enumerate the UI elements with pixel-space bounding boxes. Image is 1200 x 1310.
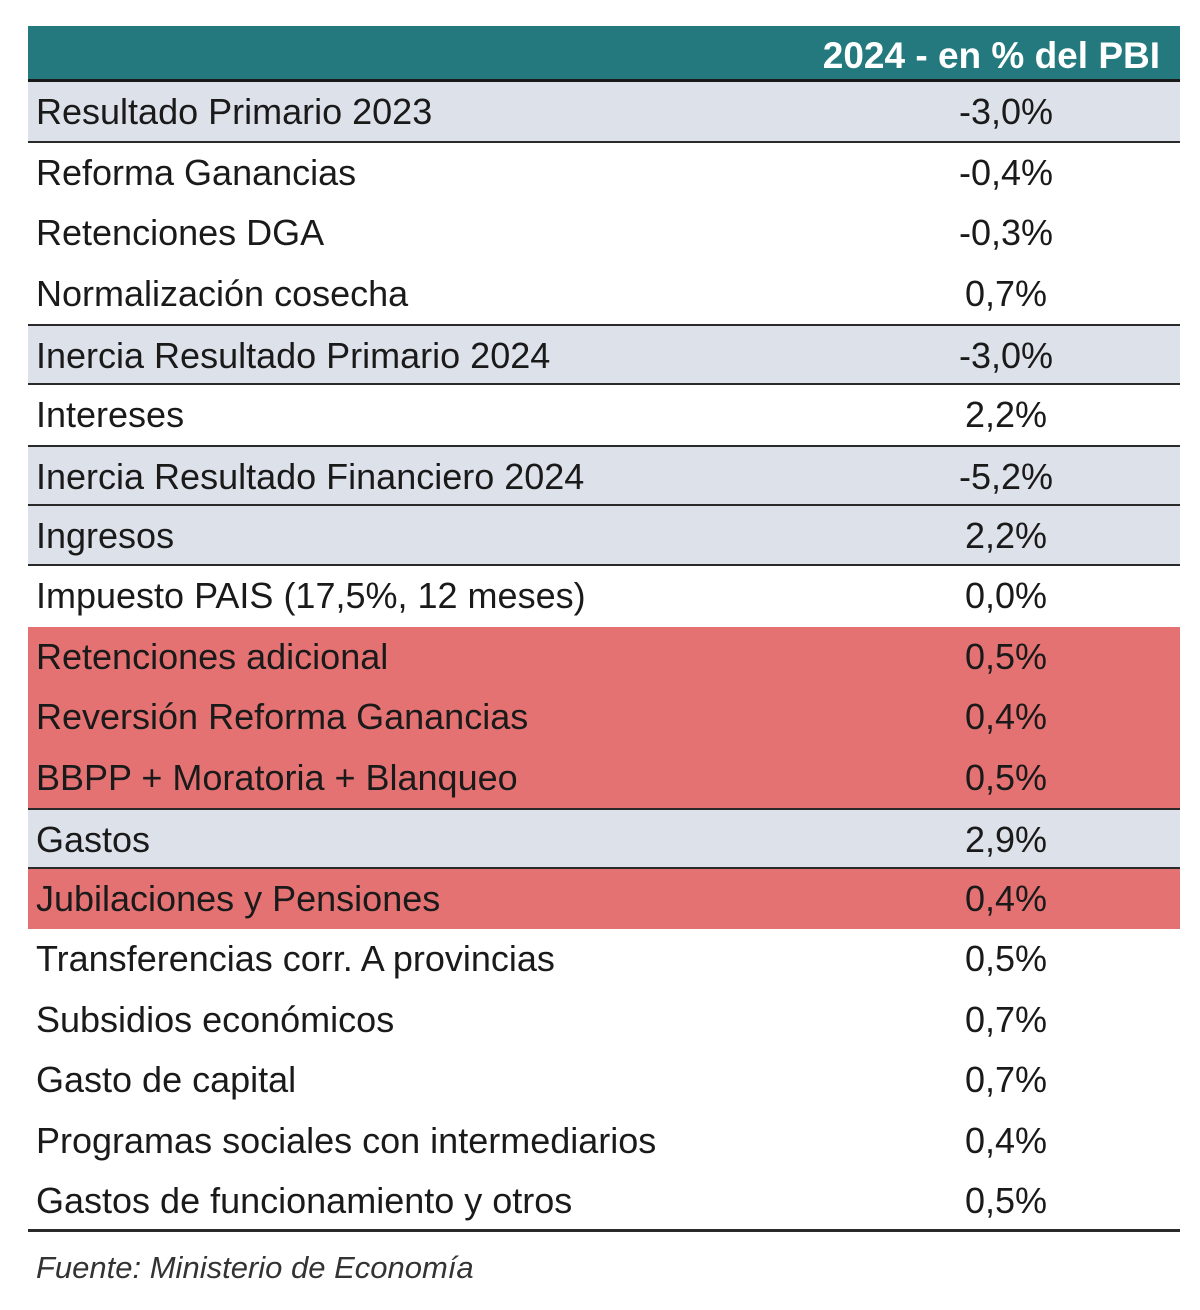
row-label: Subsidios económicos [36,998,395,1040]
table-row-retenciones-dga: Retenciones DGA -0,3% [28,203,1180,264]
table-row-jubilaciones-pensiones: Jubilaciones y Pensiones 0,4% [28,868,1180,929]
row-label: Gastos de funcionamiento y otros [36,1180,573,1221]
row-value: 0,5% [964,1180,1048,1221]
row-value: 0,7% [964,998,1048,1040]
table-row-transferencias-provincias: Transferencias corr. A provincias 0,5% [28,929,1180,990]
row-value: -3,0% [958,335,1054,376]
row-value: -3,0% [958,91,1054,132]
table-row-retenciones-adicional: Retenciones adicional 0,5% [28,626,1180,687]
table-row-programas-sociales: Programas sociales con intermediarios 0,… [28,1111,1180,1172]
row-label: Inercia Resultado Primario 2024 [36,335,551,376]
row-label: Gasto de capital [36,1059,297,1100]
table-header: 2024 - en % del PBI [28,26,1180,82]
row-label: Retenciones DGA [36,212,325,253]
table-row-gastos-funcionamiento: Gastos de funcionamiento y otros 0,5% [28,1171,1180,1232]
row-value: -0,4% [958,151,1054,193]
row-label: Intereses [36,393,185,435]
row-label: Inercia Resultado Financiero 2024 [36,456,585,497]
row-value: 0,0% [964,575,1048,616]
table-row-inercia-resultado-financiero-2024: Inercia Resultado Financiero 2024 -5,2% [28,445,1180,506]
row-value: 2,2% [964,514,1048,556]
table-row-resultado-primario-2023: Resultado Primario 2023 -3,0% [28,82,1180,143]
row-value: -5,2% [958,456,1054,497]
source-note: Fuente: Ministerio de Economía [36,1250,474,1285]
table-row-normalizacion-cosecha: Normalización cosecha 0,7% [28,264,1180,325]
row-value: 0,5% [964,756,1048,798]
table-row-inercia-resultado-primario-2024: Inercia Resultado Primario 2024 -3,0% [28,324,1180,385]
row-label: Gastos [36,819,151,860]
row-label: Retenciones adicional [36,635,389,677]
table-row-impuesto-pais: Impuesto PAIS (17,5%, 12 meses) 0,0% [28,566,1180,627]
row-value: 2,2% [964,393,1048,435]
row-value: 0,5% [964,635,1048,677]
row-label: Reforma Ganancias [36,151,357,193]
row-value: -0,3% [958,212,1054,253]
table-row-subsidios-economicos: Subsidios económicos 0,7% [28,990,1180,1051]
row-value: 0,4% [964,696,1048,737]
table-row-reversion-reforma-ganancias: Reversión Reforma Ganancias 0,4% [28,687,1180,748]
row-value: 0,4% [964,877,1048,919]
table-row-intereses: Intereses 2,2% [28,385,1180,446]
row-value: 0,5% [964,938,1048,979]
row-label: BBPP + Moratoria + Blanqueo [36,756,518,798]
row-label: Normalización cosecha [36,272,409,314]
row-label: Ingresos [36,514,175,556]
table-row-gastos: Gastos 2,9% [28,808,1180,869]
table-row-reforma-ganancias: Reforma Ganancias -0,4% [28,143,1180,204]
row-label: Jubilaciones y Pensiones [36,877,441,919]
row-value: 0,7% [964,1059,1048,1100]
row-label: Programas sociales con intermediarios [36,1119,657,1161]
column-header-2024: 2024 - en % del PBI [822,35,1160,76]
row-label: Reversión Reforma Ganancias [36,696,529,737]
table-row-gasto-capital: Gasto de capital 0,7% [28,1050,1180,1111]
row-value: 2,9% [964,819,1048,860]
row-value: 0,4% [964,1119,1048,1161]
fiscal-table: 2024 - en % del PBI Resultado Primario 2… [28,26,1180,1232]
table-row-ingresos: Ingresos 2,2% [28,505,1180,566]
row-label: Impuesto PAIS (17,5%, 12 meses) [36,575,586,616]
row-value: 0,7% [964,272,1048,314]
table-row-bbpp-moratoria-blanqueo: BBPP + Moratoria + Blanqueo 0,5% [28,747,1180,808]
row-label: Resultado Primario 2023 [36,91,433,132]
row-label: Transferencias corr. A provincias [36,938,555,979]
